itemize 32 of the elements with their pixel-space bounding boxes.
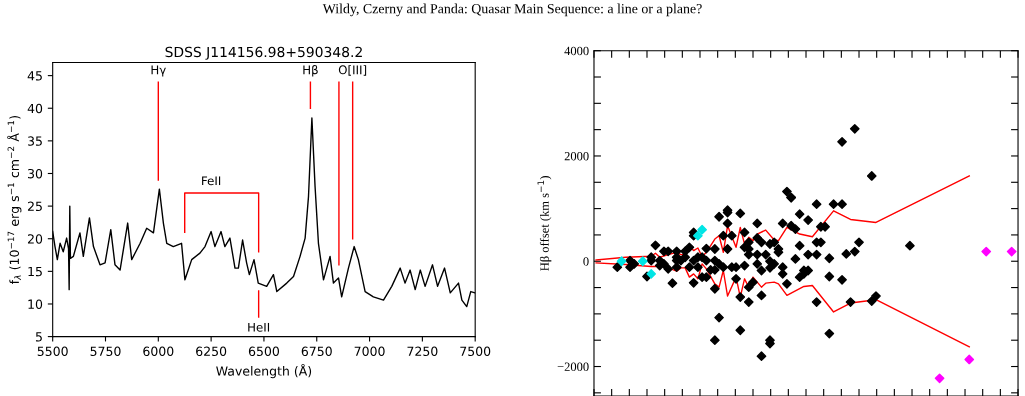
annotation: Hβ xyxy=(303,65,318,77)
x-tick-label: 7250 xyxy=(407,346,438,356)
x-tick-label: 6000 xyxy=(143,346,174,356)
y-tick-label: 5 xyxy=(35,332,42,342)
x-tick-label: 5750 xyxy=(90,346,121,356)
y-tick-label: 20 xyxy=(27,234,43,244)
x-tick-label: 6750 xyxy=(301,346,332,356)
x-tick-label: 6250 xyxy=(196,346,227,356)
text: Wildy, Czerny and Panda: Quasar Main Sequence: a line or a plane? xyxy=(322,3,702,17)
y-tick-label: 30 xyxy=(28,168,43,179)
x-tick-label: 6500 xyxy=(248,346,280,356)
annotation: HeII xyxy=(248,322,270,332)
chart-title: SDSS J114156.98+590348.2 xyxy=(165,46,362,60)
y-tick-label: 0 xyxy=(583,257,589,266)
y-tick-label: 15 xyxy=(28,266,42,277)
annotation: O[III] xyxy=(338,65,367,76)
x-axis-title: Wavelength (Å) xyxy=(216,363,312,379)
y-axis-title: Hβ offset (km s$^{−1}$) xyxy=(537,176,552,271)
text: f$_{λ}$ (10$^{−17}$ erg s$^{−1}$ cm$^{−2}$ Å$^{−1}$) xyxy=(7,115,22,285)
annotation: FeII xyxy=(202,176,221,186)
y-tick-label: 4000 xyxy=(564,46,589,56)
y-tick-label: 40 xyxy=(27,103,43,114)
y-tick-label: 2000 xyxy=(564,151,589,161)
y-tick-label: −2000 xyxy=(557,362,589,371)
x-tick-label: 7500 xyxy=(460,346,491,356)
y-tick-label: 45 xyxy=(27,71,42,81)
y-tick-label: 10 xyxy=(28,299,43,309)
x-tick-label: 7000 xyxy=(354,346,385,356)
annotation: Hγ xyxy=(151,65,166,77)
y-tick-label: 35 xyxy=(28,136,42,146)
x-tick-label: 5500 xyxy=(37,346,68,356)
y-tick-label: 25 xyxy=(27,201,42,212)
